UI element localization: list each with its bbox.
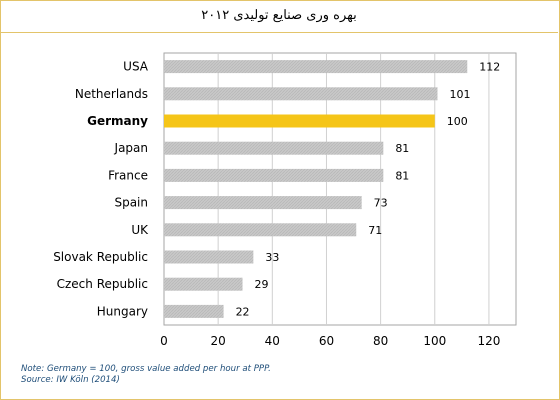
bar — [164, 168, 384, 182]
plot-area — [163, 52, 517, 326]
chart-title: بهره وری صنایع تولیدی ۲۰۱۲ — [201, 8, 357, 23]
value-label: 101 — [449, 88, 470, 101]
value-label: 71 — [368, 224, 382, 237]
value-label: 73 — [374, 197, 388, 210]
bar — [164, 304, 224, 318]
x-tick-label: 120 — [477, 334, 500, 348]
value-label: 22 — [236, 305, 250, 318]
bar — [164, 250, 254, 264]
bar — [164, 114, 435, 128]
bar — [164, 196, 362, 210]
value-label: 81 — [395, 142, 409, 155]
x-tick-label: 80 — [373, 334, 388, 348]
category-label: Czech Republic — [57, 277, 148, 291]
title-divider — [0, 32, 558, 33]
value-label: 112 — [479, 61, 500, 74]
x-tick-label: 20 — [211, 334, 226, 348]
x-tick-label: 40 — [265, 334, 280, 348]
bar — [164, 87, 438, 101]
x-tick-label: 100 — [423, 334, 446, 348]
category-label: UK — [131, 223, 149, 237]
note-line: Note: Germany = 100, gross value added p… — [21, 364, 271, 374]
category-label: USA — [123, 60, 149, 74]
bar — [164, 277, 243, 291]
category-label: Spain — [114, 196, 148, 210]
value-label: 29 — [255, 278, 269, 291]
value-label: 81 — [395, 169, 409, 182]
category-label: Netherlands — [75, 87, 148, 101]
category-label: Japan — [114, 141, 148, 155]
category-label: France — [108, 168, 148, 182]
category-label: Hungary — [97, 304, 148, 318]
x-tick-label: 60 — [319, 334, 334, 348]
category-label: Slovak Republic — [53, 250, 148, 264]
category-label: Germany — [87, 114, 148, 128]
value-label: 33 — [265, 251, 279, 264]
source-line: Source: IW Köln (2014) — [21, 375, 120, 385]
value-label: 100 — [447, 115, 468, 128]
bar — [164, 60, 468, 74]
bar — [164, 223, 357, 237]
chart-note: Note: Germany = 100, gross value added p… — [21, 364, 271, 386]
x-tick-label: 0 — [160, 334, 168, 348]
bar — [164, 141, 384, 155]
